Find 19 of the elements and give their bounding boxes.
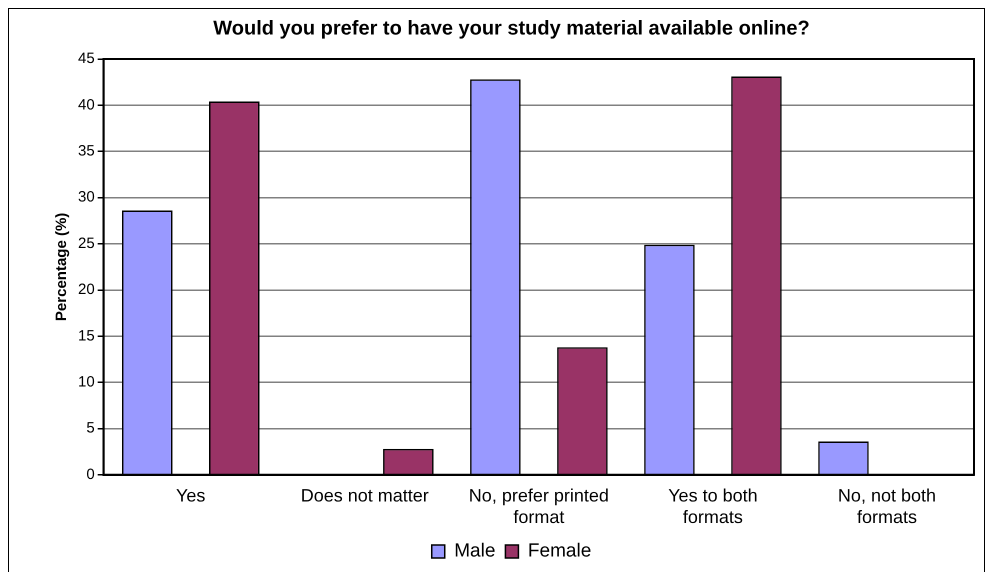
y-tick-label: 35 [78,142,95,160]
y-tick-label: 25 [78,234,95,252]
y-tick-label: 5 [86,420,95,437]
y-tick-label: 0 [86,466,95,483]
legend-label: Female [528,540,592,562]
y-tick-label: 10 [78,374,95,391]
y-axis-title: Percentage (%) [53,212,70,322]
y-tick-label: 20 [78,281,95,298]
x-tick-label: Yes [176,486,206,506]
x-tick-label: Yes to both formats [668,486,758,528]
x-tick-label: No, not both formats [838,486,936,528]
x-tick-label: Does not matter [300,486,429,506]
x-tick-label: No, prefer printed format [468,486,609,528]
legend-label: Male [454,540,496,562]
chart-title: Would you prefer to have your study material available online? [213,18,810,40]
y-tick-label: 45 [78,50,95,68]
y-tick-label: 30 [78,188,95,206]
y-tick-label: 15 [78,327,95,344]
y-tick-label: 40 [78,96,95,114]
